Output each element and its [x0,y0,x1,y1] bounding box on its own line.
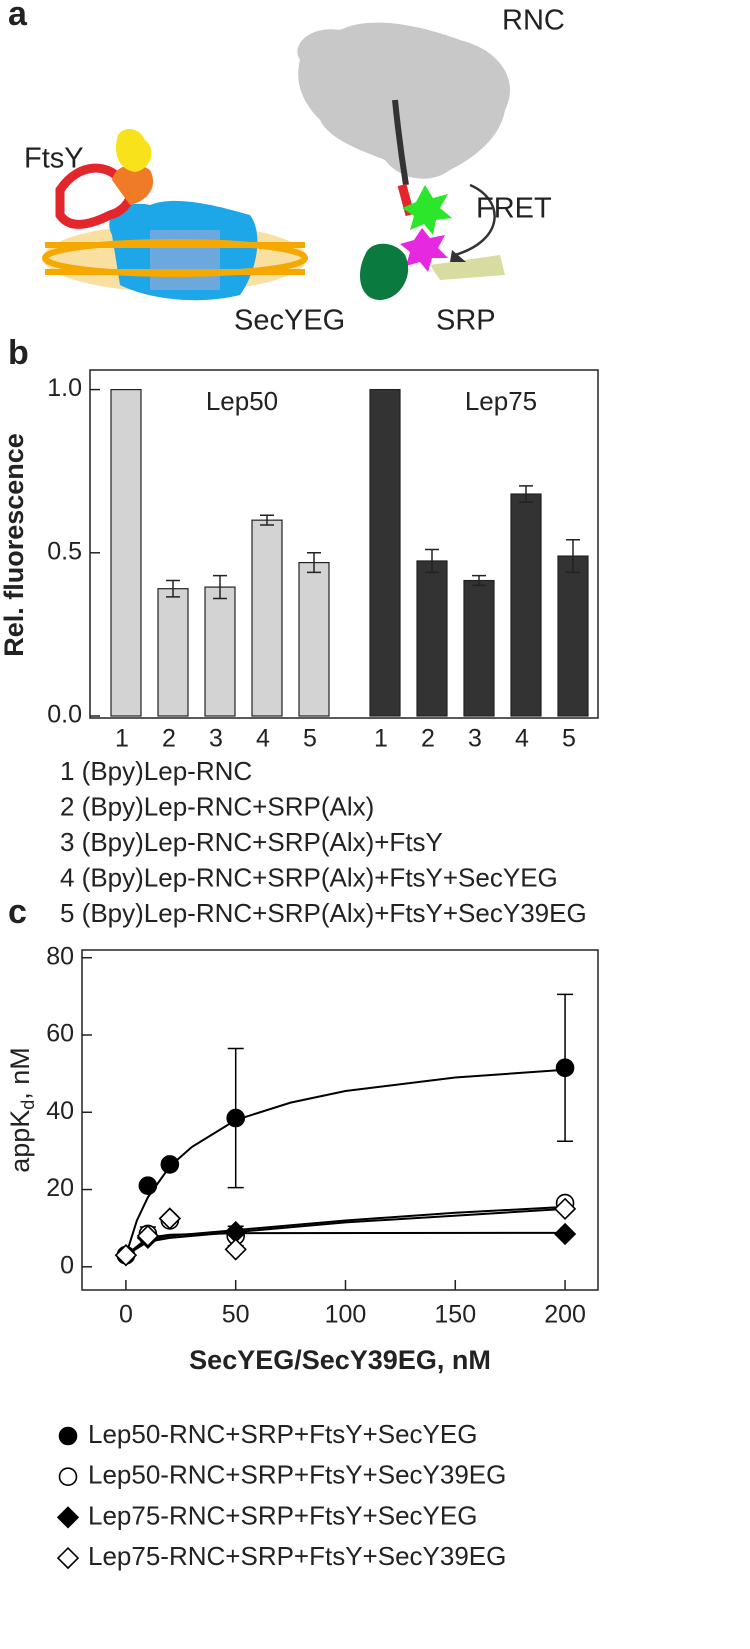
data-point [555,1058,575,1078]
key-entry: 2 (Bpy)Lep-RNC+SRP(Alx) [60,791,374,821]
bar [251,519,283,717]
data-point [553,1197,577,1220]
fit-line [125,1205,566,1257]
y-tick-label: 60 [46,1020,74,1048]
data-point [160,1155,180,1174]
x-tick-label: 3 [209,725,223,753]
y-tick-label: 40 [46,1097,74,1125]
bar [157,588,189,717]
x-tick-label: 4 [515,725,529,753]
error-bar [425,548,439,574]
data-point [553,1222,577,1246]
y-tick-label: 1.0 [47,374,82,402]
bar [204,586,236,717]
x-tick-label: 1 [115,725,129,753]
group-label: Lep50 [206,386,278,416]
data-point [136,1224,160,1248]
fit-line [124,1068,566,1256]
bar [298,561,330,717]
key-entry: 5 (Bpy)Lep-RNC+SRP(Alx)+FtsY+SecY39EG [60,898,587,928]
y-axis-label: appKd, nM [5,1047,38,1173]
diagram-label: RNC [502,5,565,37]
x-tick-label: 2 [162,725,176,753]
legend-entry: Lep75-RNC+SRP+FtsY+SecYEG [88,1500,477,1530]
error-bar [260,514,274,526]
group-label: Lep75 [465,386,537,416]
y-label-sub: d [18,1100,38,1110]
y-tick-label: 0 [60,1251,74,1279]
x-tick-label: 50 [222,1301,250,1329]
x-tick-label: 4 [256,725,270,753]
legend-marker [58,1467,78,1486]
y-tick-label: 0.0 [47,701,82,729]
error-bar [566,538,580,574]
diagram-label: SecYEG [234,305,345,337]
plot-frame [89,369,599,719]
key-entry: 1 (Bpy)Lep-RNC [60,756,252,786]
x-tick-label: 5 [303,725,317,753]
y-label-part: , nM [5,1047,35,1100]
error-bar [166,579,180,598]
data-point [158,1207,181,1230]
plot-frame [81,949,599,1291]
diagram-label: SRP [436,305,496,337]
x-tick-label: 200 [544,1301,586,1329]
bar [463,579,495,717]
x-tick-label: 100 [325,1301,367,1329]
y-tick-label: 0.5 [47,537,82,565]
error-bar [213,574,227,600]
x-tick-label: 5 [562,725,576,753]
x-tick-label: 0 [119,1301,133,1329]
diagram-label: FtsY [24,143,84,175]
x-tick-label: 150 [434,1301,476,1329]
legend-entry: Lep50-RNC+SRP+FtsY+SecYEG [88,1419,477,1449]
y-axis-label: Rel. fluorescence [0,433,29,657]
legend-entry: Lep75-RNC+SRP+FtsY+SecY39EG [88,1541,506,1571]
data-point [224,1238,247,1261]
legend-marker [56,1506,80,1529]
panel-label: b [8,334,29,372]
bar [110,388,142,717]
y-tick-label: 20 [46,1174,74,1202]
diagram-label: FRET [476,193,552,225]
data-point [114,1244,138,1267]
x-tick-label: 3 [468,725,482,753]
data-point [138,1176,158,1195]
legend-entry: Lep50-RNC+SRP+FtsY+SecY39EG [88,1460,506,1490]
x-tick-label: 2 [421,725,435,753]
y-label-part: appK [5,1110,35,1173]
key-entry: 4 (Bpy)Lep-RNC+SRP(Alx)+FtsY+SecYEG [60,862,558,892]
bar [369,388,401,717]
panel-label: a [8,0,28,33]
error-bar [307,552,321,574]
fit-line [125,1231,566,1257]
data-point [226,1108,246,1128]
x-tick-label: 1 [374,725,388,753]
error-bar [519,485,533,503]
key-entry: 3 (Bpy)Lep-RNC+SRP(Alx)+FtsY [60,827,443,857]
bar [557,555,589,717]
y-tick-label: 80 [46,942,74,970]
x-axis-label: SecYEG/SecY39EG, nM [189,1345,491,1375]
bar [416,560,448,717]
diagram-art [42,22,510,301]
legend-marker [56,1546,80,1570]
error-bar [472,574,486,587]
legend-marker [58,1426,78,1446]
bar [510,493,542,717]
panel-label: c [8,893,27,931]
